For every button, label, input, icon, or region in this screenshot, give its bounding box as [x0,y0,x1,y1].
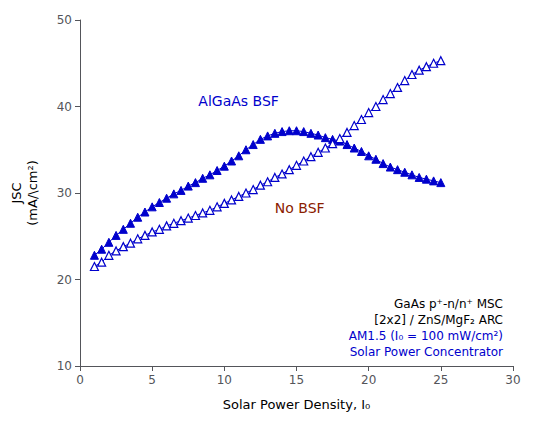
svg-text:20: 20 [361,373,376,387]
svg-text:30: 30 [57,186,72,200]
svg-text:50: 50 [57,13,72,27]
svg-text:GaAs p⁺-n/n⁺ MSC: GaAs p⁺-n/n⁺ MSC [394,297,503,311]
svg-text:AlGaAs BSF: AlGaAs BSF [198,93,279,109]
svg-text:10: 10 [57,359,72,373]
svg-text:JSC: JSC [9,182,24,204]
svg-text:No BSF: No BSF [275,200,325,216]
svg-text:25: 25 [433,373,448,387]
svg-text:Solar Power Density, I₀: Solar Power Density, I₀ [223,397,370,412]
svg-text:(mA/\cm²): (mA/\cm²) [25,160,40,225]
svg-text:20: 20 [57,273,72,287]
svg-text:Solar Power Concentrator: Solar Power Concentrator [350,345,503,359]
svg-text:10: 10 [217,373,232,387]
svg-text:0: 0 [76,373,84,387]
svg-text:30: 30 [505,373,520,387]
svg-text:AM1.5 (I₀ = 100 mW/cm²): AM1.5 (I₀ = 100 mW/cm²) [349,329,503,343]
svg-text:5: 5 [148,373,156,387]
svg-text:40: 40 [57,100,72,114]
svg-text:[2x2] / ZnS/MgF₂ ARC: [2x2] / ZnS/MgF₂ ARC [374,313,503,327]
svg-text:15: 15 [289,373,304,387]
